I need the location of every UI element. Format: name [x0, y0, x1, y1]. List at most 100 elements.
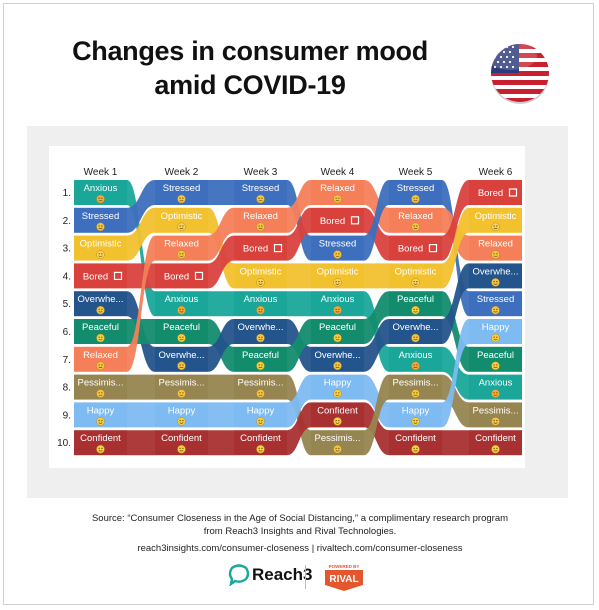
- stressed-emoji-icon: [333, 250, 342, 259]
- cell-label: Happy: [168, 405, 196, 416]
- ribbon-peaceful-w4-w5: [364, 291, 389, 344]
- cell-bg: [155, 263, 208, 289]
- cell-week2-pessimistic: Pessimis...: [155, 374, 208, 400]
- cell-label: Confident: [161, 433, 202, 444]
- cell-week2-overwhelmed: Overwhe...: [155, 346, 208, 372]
- cell-week3-optimistic: Optimistic: [234, 263, 287, 289]
- cell-bg: [311, 207, 364, 233]
- cell-label: Optimistic: [475, 211, 517, 222]
- cell-label: Optimistic: [240, 266, 282, 277]
- cell-week6-bored: Bored: [469, 180, 522, 205]
- cell-label: Relaxed: [83, 350, 118, 361]
- relaxed-emoji-icon: [411, 222, 420, 232]
- week-header-1: Week 1: [84, 167, 118, 178]
- ribbon-bored-w3-w4: [287, 207, 311, 261]
- ribbon-anxious-w3-w4: [287, 291, 311, 317]
- cell-bg: [234, 235, 287, 261]
- confident-emoji-icon: [491, 444, 500, 454]
- cell-week6-confident: Confident: [469, 430, 522, 456]
- ribbon-overwhelmed-w5-w6: [442, 263, 469, 344]
- cell-week5-anxious: Anxious: [389, 346, 442, 372]
- rival-badge-text: RIVAL: [329, 574, 358, 585]
- cell-week5-happy: Happy: [389, 402, 442, 428]
- relaxed-emoji-icon: [96, 361, 105, 371]
- cell-label: Happy: [402, 405, 430, 416]
- cell-week2-bored: Bored: [155, 263, 208, 289]
- overwhelmed-emoji-icon: [256, 333, 265, 343]
- optimistic-emoji-icon: [96, 250, 105, 259]
- ribbon-stressed-w3-w4: [287, 180, 311, 261]
- cell-label: Relaxed: [478, 239, 513, 250]
- cell-week5-overwhelmed: Overwhe...: [389, 319, 442, 344]
- cell-week3-anxious: Anxious: [234, 291, 287, 317]
- cell-week1-relaxed: Relaxed: [74, 346, 127, 372]
- cell-week1-stressed: Stressed: [74, 207, 127, 233]
- rank-label-8: 8.: [63, 383, 71, 394]
- cell-label: Anxious: [165, 294, 199, 305]
- cell-week5-peaceful: Peaceful: [389, 291, 442, 317]
- cell-week3-overwhelmed: Overwhe...: [234, 319, 287, 344]
- cell-bg: [74, 263, 127, 289]
- cell-label: Confident: [395, 433, 436, 444]
- cell-label: Anxious: [321, 294, 355, 305]
- us-flag-icon: [491, 44, 549, 104]
- cell-week6-anxious: Anxious: [469, 374, 522, 400]
- cell-week2-anxious: Anxious: [155, 291, 208, 317]
- source-note: Source: “Consumer Closeness in the Age o…: [60, 512, 540, 538]
- cell-week2-peaceful: Peaceful: [155, 319, 208, 344]
- ribbon-optimistic-w2-w3: [208, 207, 234, 289]
- cell-label: Pessimis...: [473, 405, 519, 416]
- cell-label: Stressed: [163, 183, 201, 194]
- cell-week1-optimistic: Optimistic: [74, 235, 127, 261]
- cell-label: Bored: [478, 188, 503, 199]
- cell-week1-anxious: Anxious: [74, 180, 127, 205]
- relaxed-emoji-icon: [177, 250, 186, 259]
- cell-label: Relaxed: [164, 239, 199, 250]
- cell-week1-pessimistic: Pessimis...: [74, 374, 127, 400]
- overwhelmed-emoji-icon: [411, 333, 420, 343]
- cell-week6-pessimistic: Pessimis...: [469, 402, 522, 428]
- cell-week1-happy: Happy: [74, 402, 127, 428]
- cell-week3-bored: Bored: [234, 235, 287, 261]
- cell-week4-peaceful: Peaceful: [311, 319, 364, 344]
- cell-week3-pessimistic: Pessimis...: [234, 374, 287, 400]
- ribbon-happy-w2-w3: [208, 402, 234, 428]
- stressed-emoji-icon: [491, 305, 500, 315]
- ribbon-pessimistic-w5-w6: [442, 374, 469, 428]
- ribbon-confident-w5-w6: [442, 430, 469, 456]
- week-header-5: Week 5: [399, 167, 433, 178]
- ribbon-bored-w2-w3: [208, 235, 234, 289]
- ribbon-peaceful-w3-w4: [287, 319, 311, 372]
- cell-week2-relaxed: Relaxed: [155, 235, 208, 261]
- week-header-6: Week 6: [479, 167, 513, 178]
- ribbon-happy-w5-w6: [442, 319, 469, 428]
- confident-emoji-icon: [177, 444, 186, 454]
- peaceful-emoji-icon: [411, 305, 420, 315]
- cell-label: Bored: [164, 271, 189, 282]
- relaxed-emoji-icon: [256, 222, 265, 232]
- week-header-4: Week 4: [321, 167, 355, 178]
- title-line-1: Changes in consumer mood: [72, 36, 428, 66]
- anxious-emoji-icon: [411, 361, 420, 371]
- cell-label: Stressed: [397, 183, 435, 194]
- cell-label: Pessimis...: [393, 378, 439, 389]
- cell-week3-stressed: Stressed: [234, 180, 287, 205]
- cell-week6-stressed: Stressed: [469, 291, 522, 317]
- cell-week1-confident: Confident: [74, 430, 127, 456]
- cell-label: Confident: [80, 433, 121, 444]
- week-headers: Week 1 Week 2 Week 3 Week 4 Week 5 Week 6: [84, 167, 513, 178]
- bored-emoji-icon: [428, 244, 438, 253]
- week-header-3: Week 3: [244, 167, 278, 178]
- ribbon-stressed-w1-w2: [127, 180, 155, 233]
- rank-label-2: 2.: [63, 216, 71, 227]
- rank-label-9: 9.: [63, 410, 71, 421]
- cell-week4-relaxed: Relaxed: [311, 180, 364, 205]
- cell-label: Peaceful: [163, 322, 200, 333]
- cell-label: Pessimis...: [315, 433, 361, 444]
- optimistic-emoji-icon: [333, 278, 342, 287]
- cell-label: Stressed: [82, 211, 120, 222]
- ribbon-overwhelmed-w2-w3: [208, 319, 234, 372]
- rank-label-7: 7.: [63, 355, 71, 366]
- cell-week6-happy: Happy: [469, 319, 522, 344]
- cell-week1-bored: Bored: [74, 263, 127, 289]
